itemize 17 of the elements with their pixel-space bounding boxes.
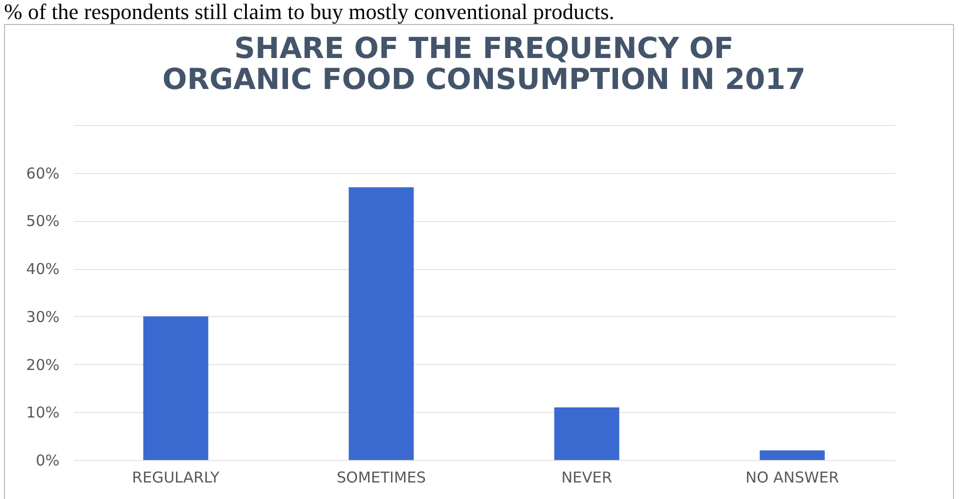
bar bbox=[348, 187, 414, 460]
bar bbox=[143, 316, 208, 460]
x-tick-label: SOMETIMES bbox=[336, 468, 426, 486]
x-tick-label: REGULARLY bbox=[132, 468, 220, 486]
text: % of the respondents still claim to buy mostly conventional products. bbox=[3, 0, 616, 24]
y-tick-label: 60% bbox=[26, 164, 60, 182]
y-tick-label: 30% bbox=[26, 308, 60, 326]
y-tick-label: 40% bbox=[26, 260, 60, 278]
y-tick-label: 50% bbox=[26, 212, 60, 230]
y-tick-label: 10% bbox=[26, 404, 60, 422]
bar bbox=[760, 450, 825, 460]
y-tick-label: 20% bbox=[26, 356, 60, 374]
bar bbox=[554, 407, 620, 460]
chart-title: SHARE OF THE FREQUENCY OF ORGANIC FOOD CONSUMPTION IN 2017 bbox=[162, 31, 806, 96]
x-tick-label: NO ANSWER bbox=[745, 468, 840, 486]
x-tick-label: NEVER bbox=[561, 468, 612, 486]
y-tick-label: 0% bbox=[36, 452, 60, 470]
